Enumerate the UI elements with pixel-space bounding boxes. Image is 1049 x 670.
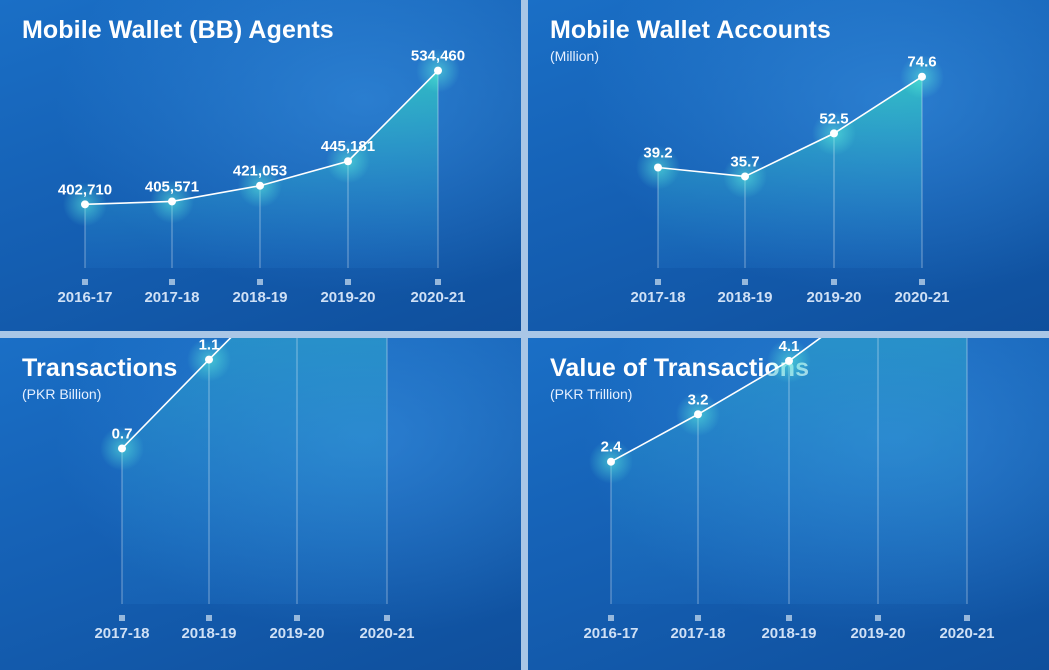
chart-svg: 39.2 35.7 52.5 74.6 2017-18 2018-19 2019-20 202… bbox=[630, 54, 949, 306]
tick-mark bbox=[435, 279, 441, 285]
chart-svg: 402,710 405,571 421,053 445,181 534,460 2016-… bbox=[57, 48, 465, 306]
tick-mark bbox=[964, 615, 970, 621]
tick-mark bbox=[119, 615, 125, 621]
tick-label: 2017-18 bbox=[94, 625, 149, 642]
chart-subtitle: (PKR Trillion) bbox=[550, 386, 633, 402]
data-point bbox=[918, 72, 926, 81]
tick-mark bbox=[608, 615, 614, 621]
tick-mark bbox=[875, 615, 881, 621]
data-point bbox=[81, 200, 89, 209]
tick-label: 2019-20 bbox=[320, 289, 375, 306]
data-point bbox=[168, 197, 176, 206]
tick-label: 2018-19 bbox=[761, 625, 816, 642]
data-point bbox=[434, 66, 442, 75]
area-fill bbox=[611, 338, 967, 604]
chart-title: Transactions bbox=[22, 354, 178, 382]
data-point bbox=[741, 172, 749, 181]
data-label: 405,571 bbox=[145, 178, 199, 195]
data-label: 421,053 bbox=[233, 163, 287, 180]
tick-label: 2020-21 bbox=[939, 625, 994, 642]
data-label: 2.4 bbox=[601, 439, 623, 456]
chart-subtitle: (Million) bbox=[550, 48, 599, 64]
tick-label: 2017-18 bbox=[630, 289, 685, 306]
panel-wallet-accounts: Mobile Wallet Accounts (Million) 39.2 35.… bbox=[528, 0, 1049, 331]
tick-label: 2020-21 bbox=[894, 289, 949, 306]
data-point bbox=[694, 410, 702, 419]
tick-label: 2020-21 bbox=[410, 289, 465, 306]
tick-mark bbox=[695, 615, 701, 621]
tick-mark bbox=[919, 279, 925, 285]
tick-label: 2016-17 bbox=[57, 289, 112, 306]
panel-transaction-value: Value of Transactions (PKR Trillion) 2.4… bbox=[528, 338, 1049, 670]
panel-transactions: Transactions (PKR Billion) 0.71.11.52.22… bbox=[0, 338, 521, 670]
data-label: 0.7 bbox=[112, 425, 133, 442]
tick-label: 2019-20 bbox=[269, 625, 324, 642]
data-point bbox=[654, 163, 662, 172]
tick-mark bbox=[384, 615, 390, 621]
chart-subtitle: (PKR Billion) bbox=[22, 386, 102, 402]
tick-label: 2017-18 bbox=[670, 625, 725, 642]
tick-mark bbox=[831, 279, 837, 285]
tick-mark bbox=[786, 615, 792, 621]
tick-mark bbox=[294, 615, 300, 621]
data-label: 52.5 bbox=[819, 110, 848, 127]
data-label: 3.2 bbox=[688, 391, 709, 408]
chart-title: Mobile Wallet (BB) Agents bbox=[22, 16, 334, 44]
tick-label: 2019-20 bbox=[850, 625, 905, 642]
data-label: 534,460 bbox=[411, 48, 465, 65]
tick-mark bbox=[169, 279, 175, 285]
data-label: 35.7 bbox=[730, 153, 759, 170]
panel-bb-agents: Mobile Wallet (BB) Agents 402,710 405,571… bbox=[0, 0, 521, 331]
data-label: 445,181 bbox=[321, 138, 375, 155]
tick-label: 2017-18 bbox=[144, 289, 199, 306]
tick-label: 2018-19 bbox=[717, 289, 772, 306]
tick-mark bbox=[345, 279, 351, 285]
tick-mark bbox=[206, 615, 212, 621]
tick-mark bbox=[257, 279, 263, 285]
data-point bbox=[344, 157, 352, 166]
data-point bbox=[830, 129, 838, 138]
tick-label: 2016-17 bbox=[583, 625, 638, 642]
tick-label: 2018-19 bbox=[181, 625, 236, 642]
data-label: 74.6 bbox=[907, 54, 936, 71]
series-line bbox=[121, 338, 232, 450]
data-label: 39.2 bbox=[643, 144, 672, 161]
data-point bbox=[607, 457, 615, 466]
data-point bbox=[785, 356, 793, 365]
series-line bbox=[657, 76, 923, 178]
tick-mark bbox=[655, 279, 661, 285]
chart-title: Mobile Wallet Accounts bbox=[550, 16, 831, 44]
data-label: 4.1 bbox=[779, 338, 800, 355]
chart-svg: 2.43.24.15.28.12016-172017-182018-192019… bbox=[583, 338, 995, 642]
tick-mark bbox=[742, 279, 748, 285]
area-fill bbox=[658, 76, 922, 268]
tick-mark bbox=[82, 279, 88, 285]
data-point bbox=[205, 355, 213, 364]
tick-label: 2019-20 bbox=[806, 289, 861, 306]
tick-label: 2018-19 bbox=[232, 289, 287, 306]
data-label: 1.1 bbox=[199, 338, 220, 354]
data-label: 402,710 bbox=[58, 181, 112, 198]
data-point bbox=[118, 444, 126, 453]
tick-label: 2020-21 bbox=[359, 625, 414, 642]
area-fill bbox=[122, 338, 387, 604]
data-point bbox=[256, 181, 264, 190]
